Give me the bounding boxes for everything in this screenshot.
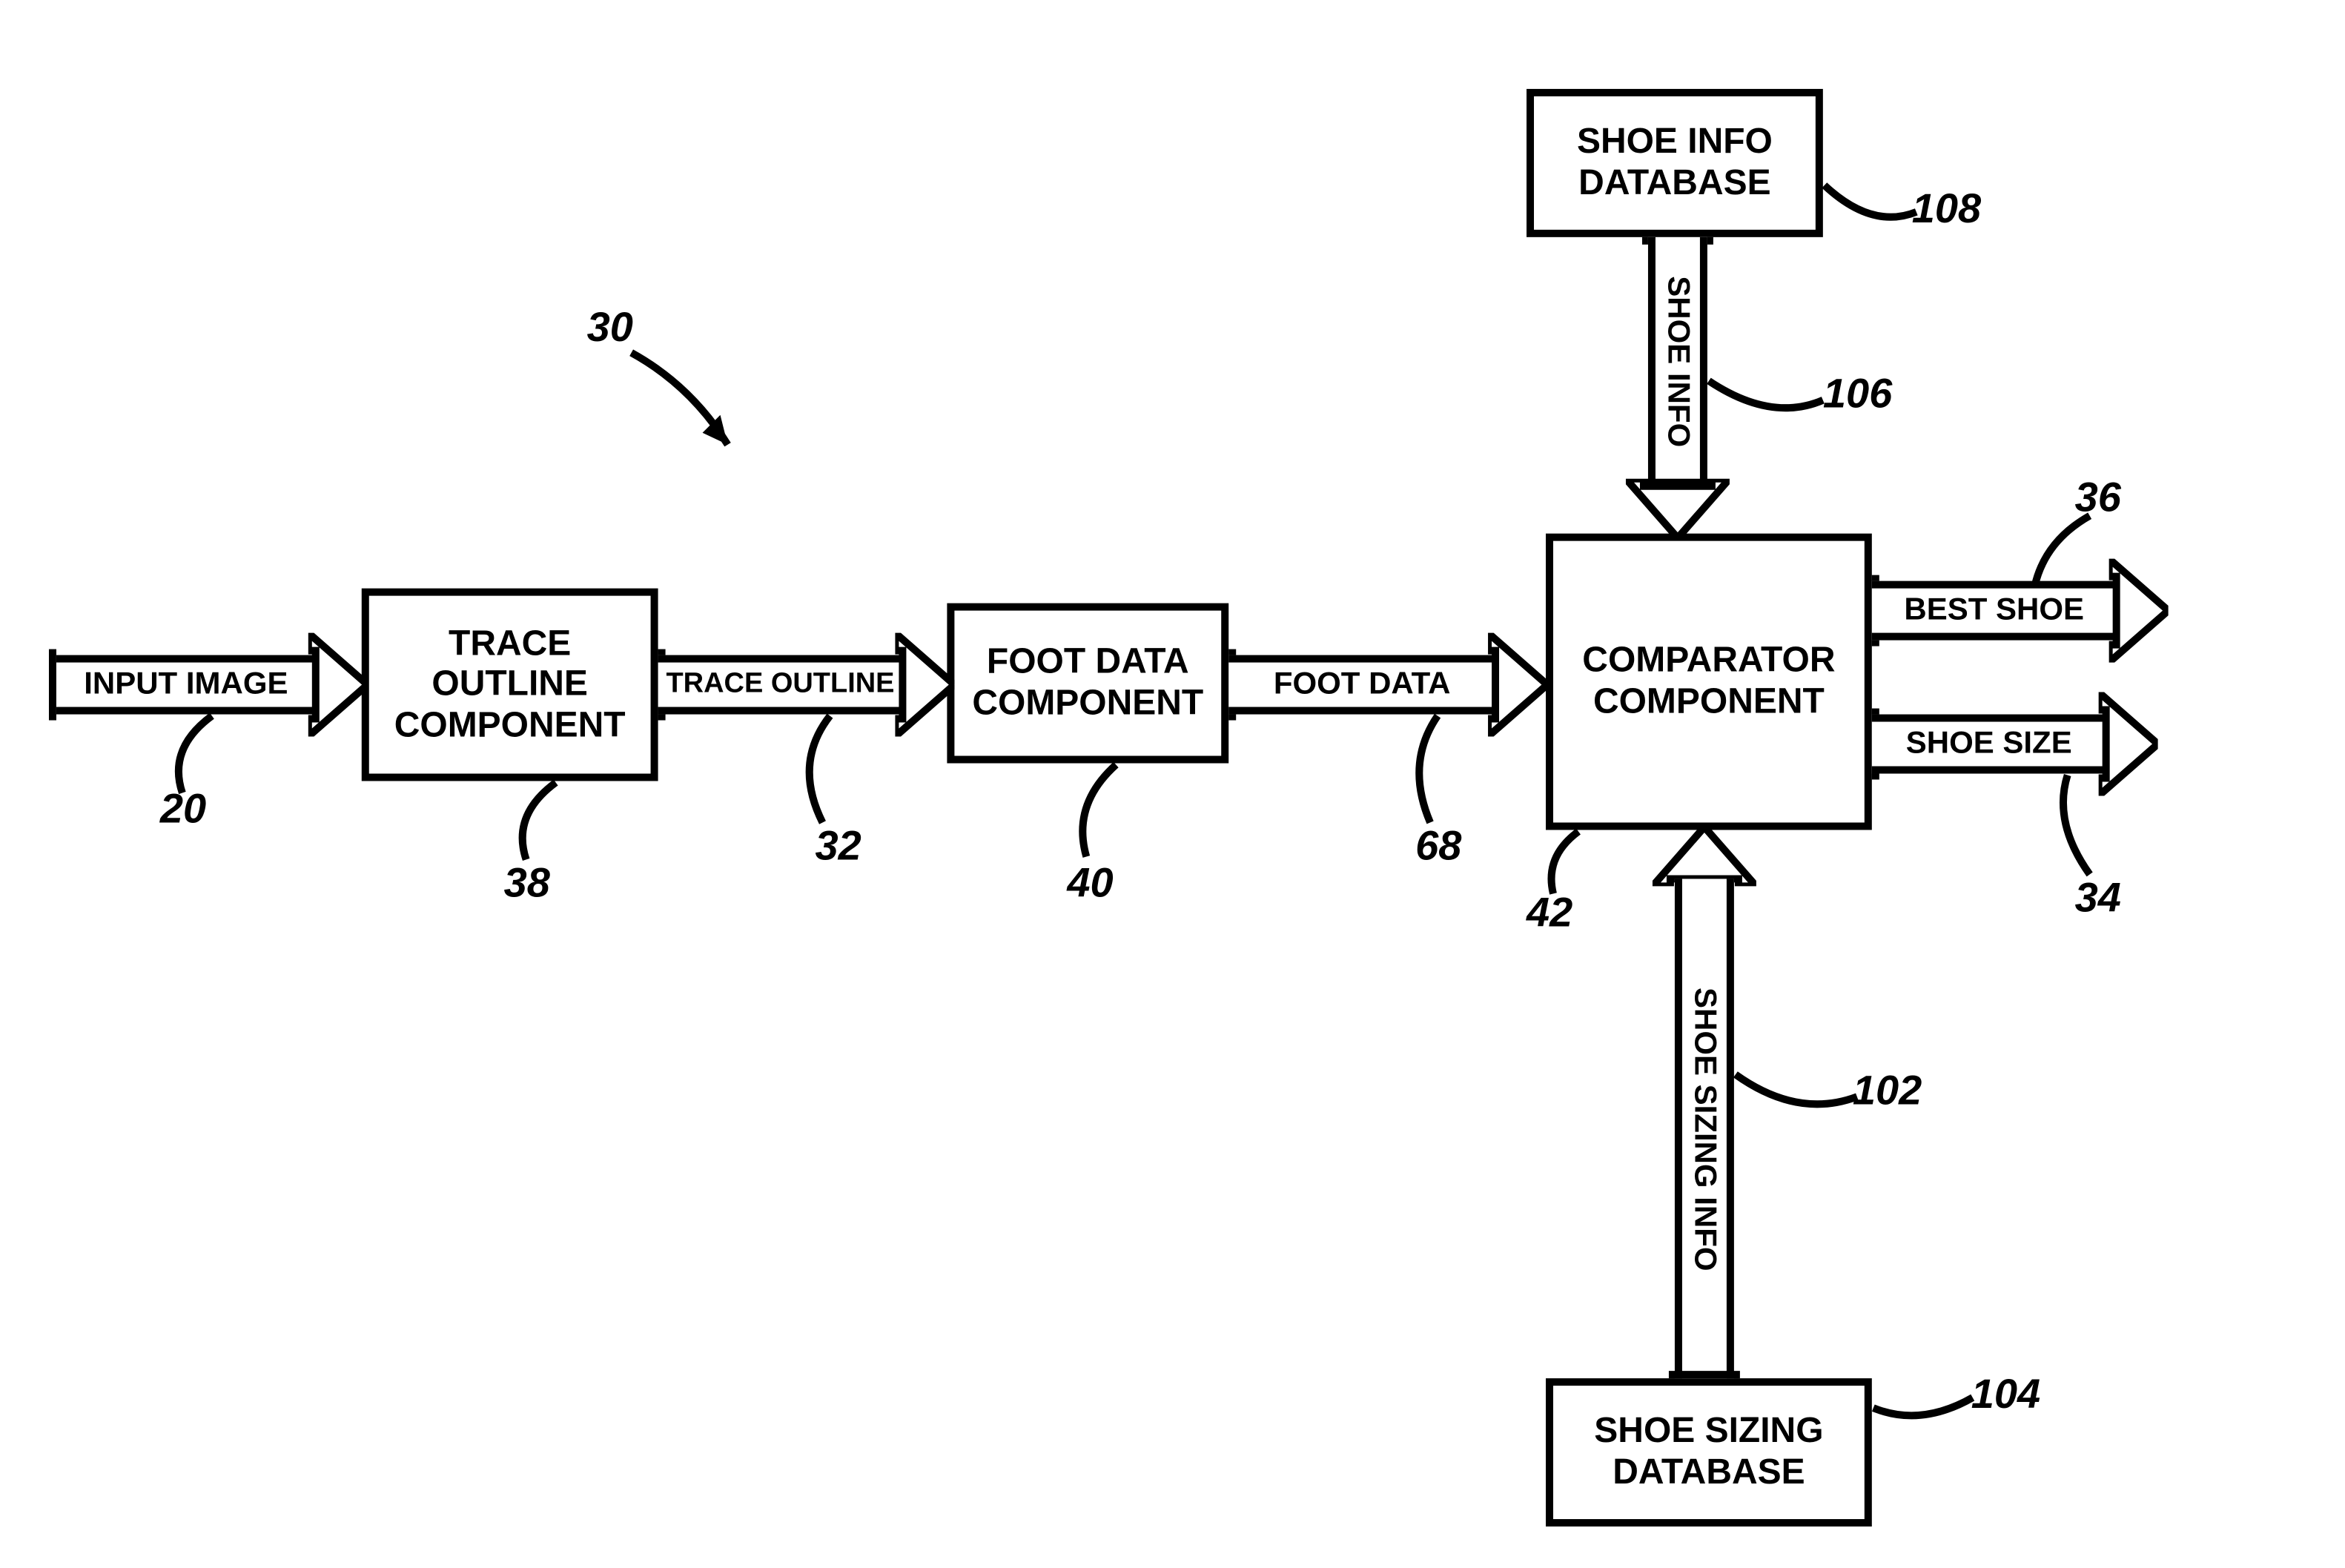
ref-30: 30	[587, 304, 633, 351]
ref-38: 38	[504, 859, 550, 907]
ref-106-leader	[1704, 363, 1830, 437]
ref-36: 36	[2075, 474, 2121, 522]
arrow-head-icon	[895, 633, 954, 737]
trace-outline-component-label: TRACEOUTLINECOMPONENT	[394, 623, 626, 746]
arrow-head-icon	[2099, 692, 2158, 796]
ref-34: 34	[2075, 874, 2121, 922]
ref-20: 20	[160, 785, 206, 833]
best-shoe-arrow-label: BEST SHOE	[1904, 593, 2084, 629]
ref-102: 102	[1853, 1067, 1922, 1114]
shoe-size-arrow-label: SHOE SIZE	[1906, 727, 2072, 762]
arrow-head-icon	[1488, 633, 1547, 737]
ref-32-leader	[785, 712, 874, 830]
foot-data-arrow-label: FOOT DATA	[1274, 667, 1451, 703]
foot-data-component-box: FOOT DATACOMPONENT	[947, 603, 1228, 764]
ref-108: 108	[1912, 185, 1981, 233]
ref-108-leader	[1820, 171, 1924, 245]
ref-32: 32	[815, 822, 861, 870]
flowchart-canvas: TRACEOUTLINECOMPONENT FOOT DATACOMPONENT…	[0, 0, 2345, 1568]
comparator-component-label: COMPARATORCOMPONENT	[1582, 641, 1835, 722]
ref-38-leader	[504, 778, 593, 867]
shoe-info-arrow-label: SHOE INFO	[1660, 276, 1696, 447]
ref-40-leader	[1064, 761, 1153, 864]
shoe-info-database-box: SHOE INFODATABASE	[1527, 89, 1823, 237]
arrow-head-icon	[1653, 827, 1756, 886]
ref-68: 68	[1415, 822, 1461, 870]
ref-104-leader	[1869, 1375, 1980, 1449]
arrow-head-icon	[1626, 479, 1730, 538]
shoe-info-database-label: SHOE INFODATABASE	[1577, 122, 1773, 204]
trace-outline-arrow-label: TRACE OUTLINE	[666, 669, 894, 701]
trace-outline-component-box: TRACEOUTLINECOMPONENT	[362, 589, 658, 781]
shoe-sizing-database-box: SHOE SIZINGDATABASE	[1546, 1378, 1872, 1526]
arrow-head-icon	[2109, 559, 2169, 663]
ref-104: 104	[1971, 1371, 2040, 1418]
ref-30-leader	[587, 341, 765, 474]
shoe-sizing-info-arrow-label: SHOE SIZING INFO	[1687, 987, 1722, 1271]
ref-40: 40	[1067, 859, 1113, 907]
ref-42: 42	[1527, 889, 1572, 936]
ref-106: 106	[1823, 371, 1892, 418]
arrow-head-icon	[308, 633, 368, 737]
foot-data-component-label: FOOT DATACOMPONENT	[972, 642, 1203, 724]
input-image-arrow-label: INPUT IMAGE	[84, 667, 288, 703]
shoe-sizing-database-label: SHOE SIZINGDATABASE	[1594, 1412, 1823, 1493]
comparator-component-box: COMPARATORCOMPONENT	[1546, 534, 1872, 830]
ref-102-leader	[1731, 1059, 1865, 1134]
ref-68-leader	[1400, 712, 1489, 830]
